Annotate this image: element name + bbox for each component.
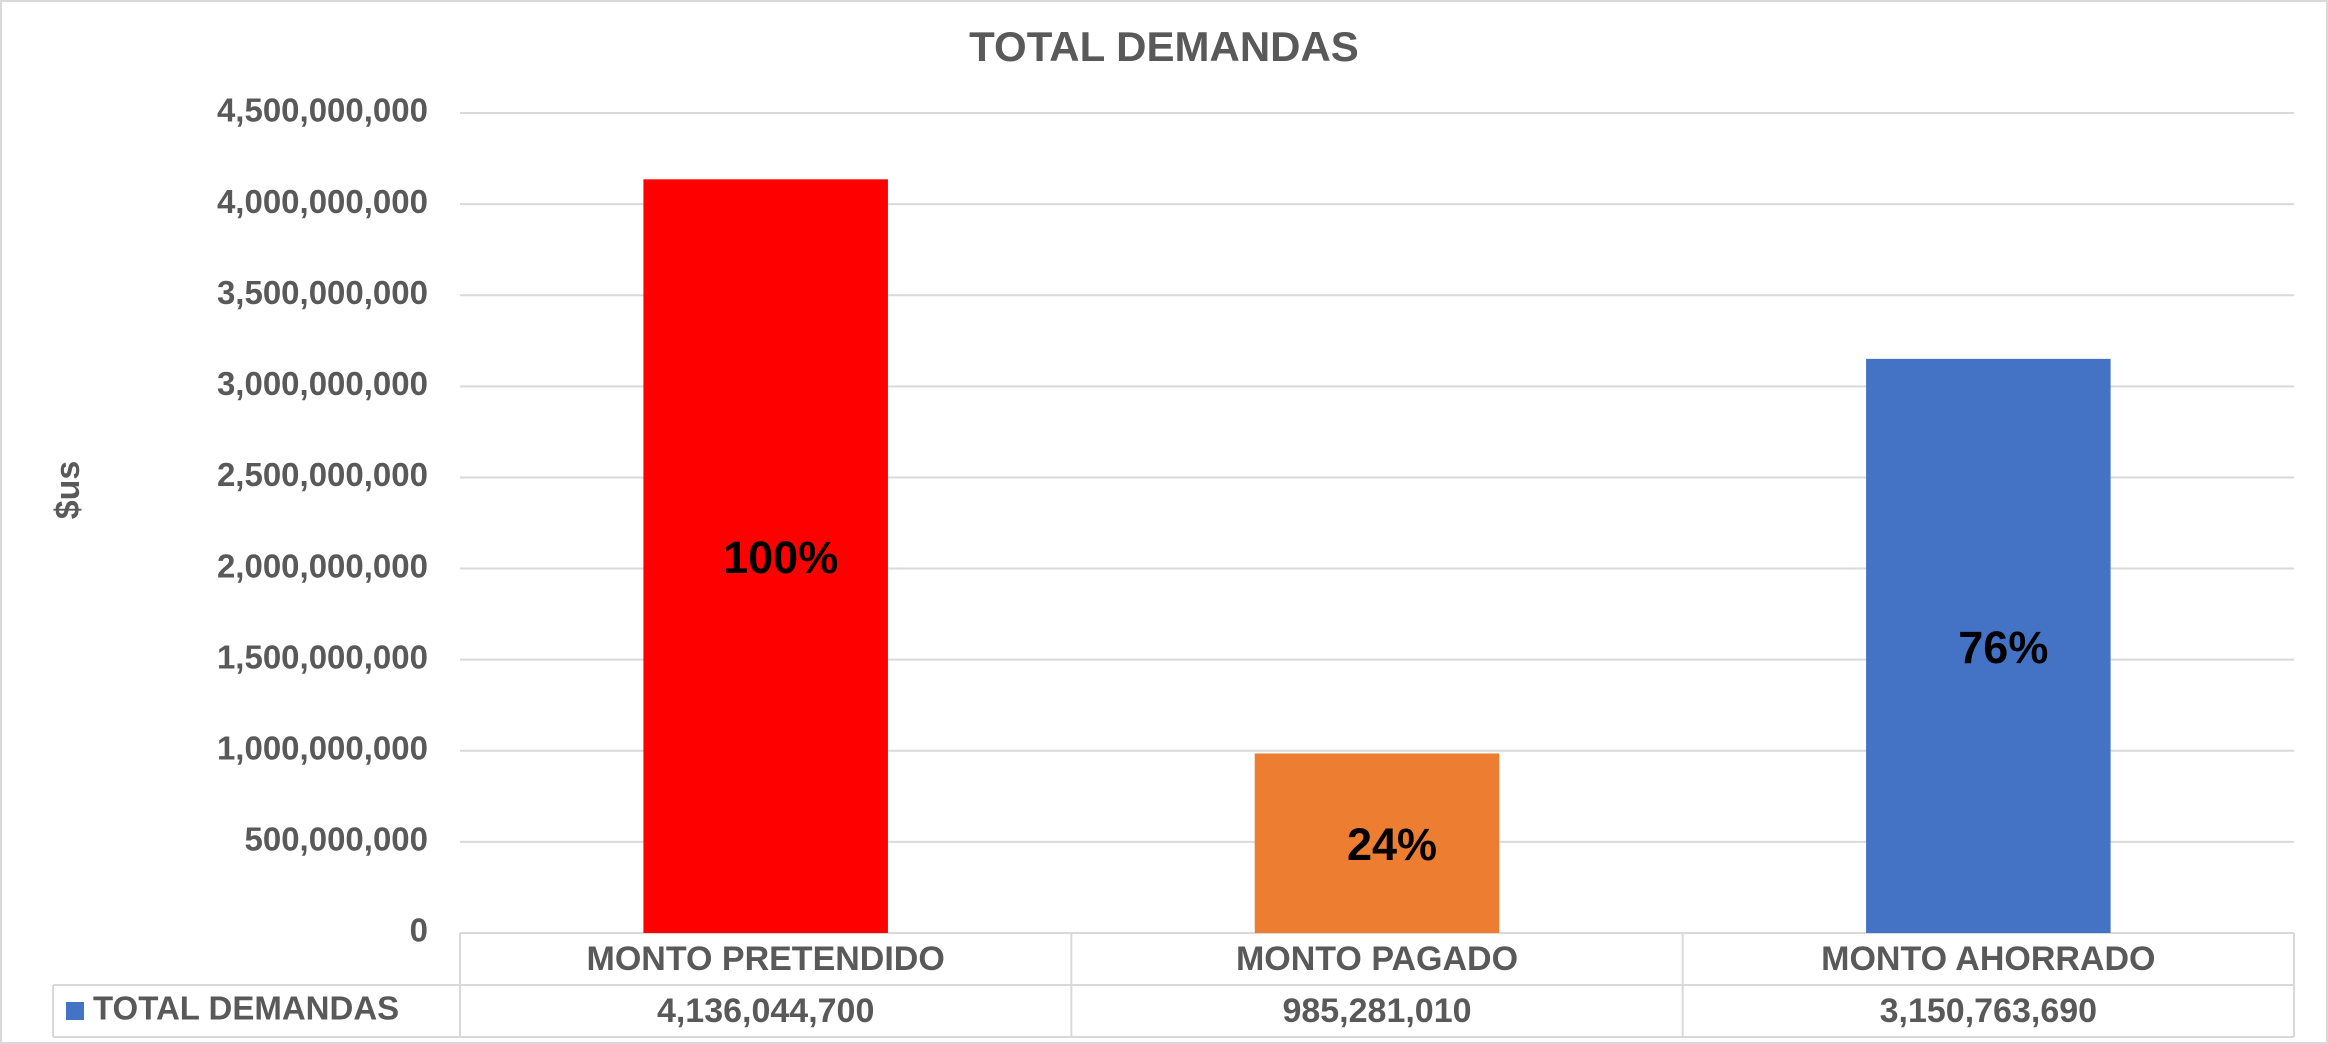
chart-title: TOTAL DEMANDAS: [969, 23, 1359, 70]
y-tick-label: 1,500,000,000: [217, 638, 428, 675]
y-tick-label: 0: [410, 912, 428, 949]
bar: [643, 179, 888, 933]
x-tick-label: MONTO PAGADO: [1236, 940, 1518, 978]
bar: [1254, 753, 1500, 933]
y-tick-label: 4,500,000,000: [217, 92, 428, 129]
table-value: 4,136,044,700: [657, 992, 874, 1030]
share-label: 100%: [723, 532, 838, 583]
y-tick-label: 4,000,000,000: [217, 183, 428, 220]
legend-marker: [66, 1002, 84, 1020]
y-tick-label: 3,000,000,000: [217, 365, 428, 402]
table-value: 985,281,010: [1282, 992, 1471, 1030]
legend-label: TOTAL DEMANDAS: [93, 990, 399, 1027]
y-axis-label: $us: [49, 461, 87, 520]
bar: [1866, 358, 2111, 933]
share-label: 76%: [1958, 622, 2048, 673]
y-tick-label: 500,000,000: [244, 821, 428, 858]
y-tick-label: 2,500,000,000: [217, 456, 428, 493]
y-tick-label: 1,000,000,000: [217, 729, 428, 766]
x-tick-label: MONTO AHORRADO: [1821, 940, 2155, 978]
table-value: 3,150,763,690: [1880, 992, 2097, 1030]
share-label: 24%: [1347, 819, 1437, 870]
y-tick-label: 3,500,000,000: [217, 274, 428, 311]
x-tick-label: MONTO PRETENDIDO: [587, 940, 945, 978]
y-tick-label: 2,000,000,000: [217, 547, 428, 584]
